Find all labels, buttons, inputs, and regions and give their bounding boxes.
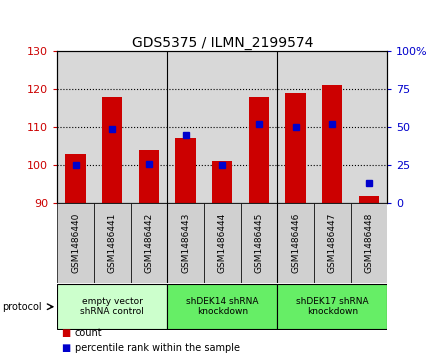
Text: GSM1486442: GSM1486442 <box>144 213 154 273</box>
Bar <box>322 85 342 203</box>
Bar <box>212 161 232 203</box>
Bar <box>167 203 204 283</box>
Bar <box>286 93 306 203</box>
Text: GSM1486448: GSM1486448 <box>364 213 374 273</box>
Text: shDEK14 shRNA
knockdown: shDEK14 shRNA knockdown <box>186 297 258 317</box>
Bar <box>139 150 159 203</box>
Text: GSM1486446: GSM1486446 <box>291 213 300 273</box>
Text: ■: ■ <box>62 343 71 353</box>
Text: GSM1486444: GSM1486444 <box>218 213 227 273</box>
Bar <box>359 196 379 203</box>
Bar <box>57 203 94 283</box>
Bar <box>314 203 351 283</box>
Bar <box>176 138 196 203</box>
Bar <box>94 203 131 283</box>
Bar <box>277 284 387 329</box>
Title: GDS5375 / ILMN_2199574: GDS5375 / ILMN_2199574 <box>132 36 313 50</box>
Bar <box>102 97 122 203</box>
Text: protocol: protocol <box>2 302 42 312</box>
Bar <box>249 97 269 203</box>
Text: GSM1486440: GSM1486440 <box>71 213 80 273</box>
Text: count: count <box>75 328 103 338</box>
Text: percentile rank within the sample: percentile rank within the sample <box>75 343 240 353</box>
Text: shDEK17 shRNA
knockdown: shDEK17 shRNA knockdown <box>296 297 369 317</box>
Text: empty vector
shRNA control: empty vector shRNA control <box>80 297 144 317</box>
Bar <box>131 203 167 283</box>
Bar <box>66 154 86 203</box>
Bar <box>277 203 314 283</box>
Text: ■: ■ <box>62 328 71 338</box>
Text: GSM1486445: GSM1486445 <box>254 213 264 273</box>
Bar <box>351 203 387 283</box>
Bar <box>167 284 277 329</box>
Bar <box>57 284 167 329</box>
Text: GSM1486443: GSM1486443 <box>181 213 190 273</box>
Bar <box>241 203 277 283</box>
Text: GSM1486447: GSM1486447 <box>328 213 337 273</box>
Text: GSM1486441: GSM1486441 <box>108 213 117 273</box>
Bar <box>204 203 241 283</box>
